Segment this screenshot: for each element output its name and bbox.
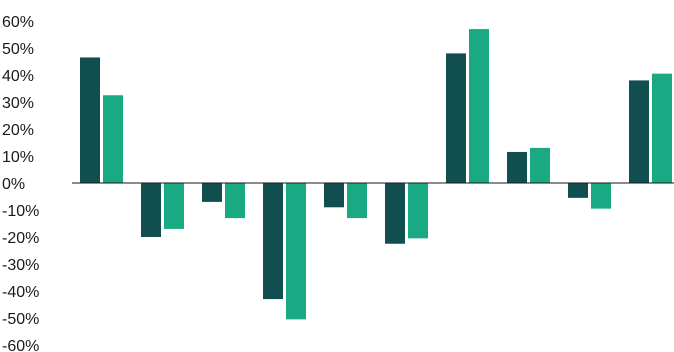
bar-series-2-group-3 bbox=[225, 183, 245, 219]
y-tick-label: 20% bbox=[2, 122, 34, 139]
bar-series-1-group-1 bbox=[80, 57, 100, 184]
y-tick-label: -60% bbox=[2, 338, 39, 352]
bar-series-2-group-10 bbox=[652, 73, 672, 183]
bar-series-1-group-2 bbox=[141, 183, 161, 237]
bar-series-2-group-4 bbox=[286, 183, 306, 320]
bar-series-2-group-7 bbox=[469, 29, 489, 183]
bar-series-1-group-4 bbox=[263, 183, 283, 300]
y-tick-label: -20% bbox=[2, 230, 39, 247]
bar-series-1-group-5 bbox=[324, 183, 344, 208]
bar-series-2-group-5 bbox=[347, 183, 367, 219]
y-axis: 60% 50% 40% 30% 20% 10% 0% -10% -20% -30% -40% -50%… bbox=[2, 14, 39, 352]
bar-series-1-group-9 bbox=[568, 183, 588, 198]
bar-series-2-group-1 bbox=[103, 95, 123, 183]
y-tick-label: 50% bbox=[2, 41, 34, 58]
y-tick-label: 0% bbox=[2, 176, 25, 193]
bar-series-1-group-3 bbox=[202, 183, 222, 202]
bar-series-2-group-8 bbox=[530, 147, 550, 183]
bar-series-2-group-9 bbox=[591, 183, 611, 209]
bar-series-2-group-2 bbox=[164, 183, 184, 229]
bar-series-1-group-8 bbox=[507, 151, 527, 183]
y-tick-label: 30% bbox=[2, 95, 34, 112]
y-tick-label: 10% bbox=[2, 149, 34, 166]
bar-series-2-group-6 bbox=[408, 183, 428, 239]
y-tick-label: -10% bbox=[2, 203, 39, 220]
bar-series-1-group-6 bbox=[385, 183, 405, 244]
y-tick-label: -30% bbox=[2, 257, 39, 274]
y-tick-label: 60% bbox=[2, 14, 34, 31]
bar-series-1-group-10 bbox=[629, 80, 649, 183]
y-tick-label: -40% bbox=[2, 284, 39, 301]
bars bbox=[80, 29, 672, 320]
y-tick-label: -50% bbox=[2, 311, 39, 328]
y-tick-label: 40% bbox=[2, 68, 34, 85]
bar-series-1-group-7 bbox=[446, 53, 466, 184]
